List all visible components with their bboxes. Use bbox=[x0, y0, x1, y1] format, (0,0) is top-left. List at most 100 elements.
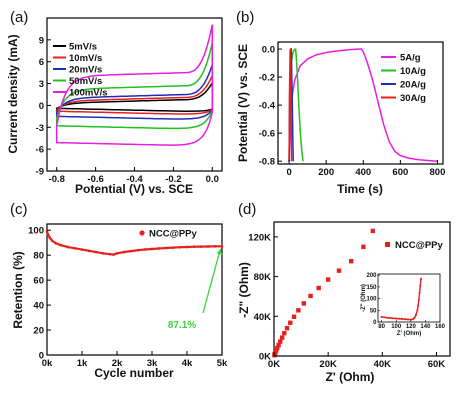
panel-a-ytick-label: 9 bbox=[39, 35, 44, 46]
panel-d-xtick-label: 60K bbox=[428, 359, 446, 370]
panel-a-ytick-label: 0 bbox=[39, 101, 44, 112]
panel-b-curves bbox=[288, 48, 438, 162]
inset-ylabel: -Z" (Ohm) bbox=[361, 284, 367, 312]
legend-marker-NCC@PPy bbox=[385, 242, 390, 247]
panel-b-xtick-label: 0 bbox=[286, 167, 291, 178]
panel-b-xtick-label: 600 bbox=[392, 167, 408, 178]
retention-point bbox=[54, 242, 58, 245]
nyquist-point bbox=[336, 268, 342, 273]
nyquist-point bbox=[276, 342, 281, 348]
panel-d-legend: NCC@PPy bbox=[385, 240, 444, 251]
panel-b-letter: (b) bbox=[236, 9, 254, 26]
panel-d: (d) 0K 20K 40K 60K 0K 40K 80K 120K NCC@PPy 80 10… bbox=[237, 201, 451, 384]
nyquist-point bbox=[370, 228, 376, 234]
panel-c-annotation: 87.1% bbox=[168, 248, 223, 331]
inset-point bbox=[401, 318, 403, 320]
inset-point bbox=[380, 315, 383, 318]
retention-point bbox=[220, 245, 224, 248]
inset-ytick-label: 50 bbox=[370, 308, 377, 314]
panel-b-xlabel: Time (s) bbox=[337, 182, 383, 196]
retention-point bbox=[213, 245, 217, 248]
retention-point bbox=[80, 248, 84, 251]
legend-label-20mV/s: 20mV/s bbox=[69, 65, 102, 76]
nyquist-point bbox=[282, 330, 287, 336]
panel-b-frame bbox=[277, 41, 444, 165]
panel-c-xtick-label: 1k bbox=[77, 358, 88, 369]
legend-label-100mV/s: 100mV/s bbox=[69, 88, 108, 99]
nyquist-point bbox=[348, 259, 354, 264]
panel-d-xtick-label: 20K bbox=[319, 359, 337, 370]
nyquist-point bbox=[296, 308, 301, 313]
inset-ytick-label: 150 bbox=[366, 285, 377, 291]
retention-point bbox=[108, 252, 112, 256]
inset-point bbox=[383, 316, 386, 319]
panel-b-ytick-label: -0.4 bbox=[259, 101, 276, 112]
panel-c-ytick-label: 40 bbox=[33, 301, 44, 312]
panel-a-letter: (a) bbox=[10, 9, 28, 26]
retention-point bbox=[46, 233, 50, 236]
nyquist-point bbox=[361, 244, 366, 250]
inset-point bbox=[392, 317, 395, 320]
retention-point bbox=[87, 249, 91, 253]
inset-point bbox=[386, 316, 389, 319]
retention-point bbox=[45, 230, 49, 233]
panel-d-ytick-label: 120K bbox=[248, 232, 271, 243]
panel-d-letter: (d) bbox=[238, 201, 256, 218]
inset-point bbox=[417, 304, 420, 307]
retention-point bbox=[129, 249, 133, 253]
retention-point bbox=[206, 245, 210, 248]
retention-point bbox=[199, 245, 203, 248]
panel-c-ytick-label: 60 bbox=[33, 276, 44, 287]
inset-ytick-label: 0 bbox=[373, 320, 377, 326]
inset-point bbox=[417, 298, 420, 301]
inset-xtick-label: 80 bbox=[378, 324, 385, 330]
annotation-arrow bbox=[202, 250, 221, 314]
inset-point bbox=[415, 314, 417, 316]
retention-point bbox=[164, 246, 168, 250]
retention-annotation: 87.1% bbox=[168, 320, 196, 331]
panel-b-ytick-label: -0.6 bbox=[259, 129, 275, 140]
retention-point bbox=[136, 248, 140, 252]
panel-b-ytick-label: -0.8 bbox=[259, 157, 275, 168]
panel-b-xtick-label: 800 bbox=[430, 167, 446, 178]
inset-xlabel: Z' (Ohm) bbox=[397, 331, 421, 337]
panel-d-frame bbox=[273, 221, 451, 357]
panel-a-ytick-label: -9 bbox=[36, 167, 44, 178]
gcd-curve-5A/g bbox=[288, 48, 438, 162]
nyquist-point bbox=[316, 285, 321, 291]
retention-point bbox=[73, 247, 77, 250]
inset-point bbox=[409, 318, 412, 321]
legend-label-10mV/s: 10mV/s bbox=[69, 53, 102, 64]
panel-d-inset: 80 100 120 140 160 0 50 100 150 200 Z' (Ohm) -Z" (O… bbox=[361, 273, 446, 337]
nyquist-point bbox=[291, 314, 297, 319]
panel-d-xtick-label: 0K bbox=[268, 359, 280, 370]
legend-label-30A/g: 30A/g bbox=[400, 93, 426, 104]
panel-c-xtick-label: 3k bbox=[147, 358, 158, 369]
retention-point bbox=[178, 245, 182, 249]
panel-c-ytick-label: 20 bbox=[33, 326, 44, 337]
inset-xtick-label: 120 bbox=[406, 324, 417, 330]
panel-d-ytick-label: 40K bbox=[254, 312, 272, 323]
inset-point bbox=[413, 316, 416, 319]
inset-point bbox=[407, 318, 409, 321]
panel-a-ytick-label: -6 bbox=[36, 145, 44, 156]
panel-a-ytick-label: -3 bbox=[36, 123, 44, 134]
inset-xtick-label: 100 bbox=[391, 324, 402, 330]
retention-point bbox=[122, 250, 126, 254]
nyquist-point bbox=[325, 277, 331, 282]
nyquist-point bbox=[301, 301, 306, 306]
panel-d-xtick-label: 40K bbox=[374, 359, 392, 370]
panel-d-ytick-label: 80K bbox=[254, 272, 272, 283]
panel-c-ytick-label: 100 bbox=[28, 226, 44, 237]
panel-b-ylabel: Potential (V) vs. SCE bbox=[236, 44, 250, 162]
panel-a-xtick-label: 0.0 bbox=[206, 174, 219, 185]
legend-marker-NCC@PPy bbox=[139, 230, 145, 236]
panel-c: (c) 0k 1k 2k 3k 4k 5k 0 20 40 60 80 100 NCC@PPy 87.… bbox=[10, 201, 228, 380]
legend-label-NCC@PPy: NCC@PPy bbox=[395, 240, 444, 251]
inset-ytick-label: 200 bbox=[366, 273, 377, 279]
panel-b-ytick-label: 0.0 bbox=[262, 45, 275, 56]
retention-point bbox=[66, 245, 70, 249]
inset-point bbox=[404, 318, 406, 321]
panel-c-ytick-label: 0 bbox=[39, 351, 44, 362]
